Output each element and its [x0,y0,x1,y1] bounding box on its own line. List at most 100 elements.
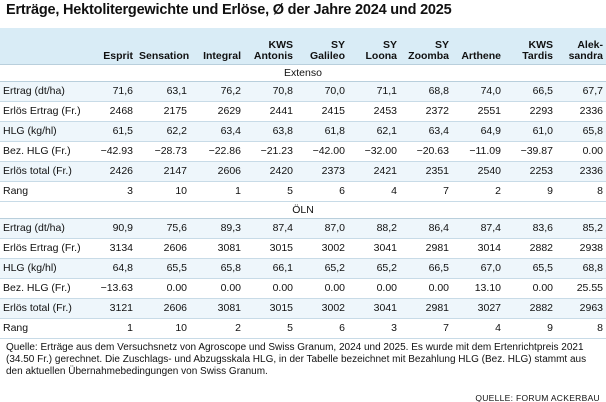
table-cell: −42.93 [86,141,136,162]
table-cell: 83,6 [504,218,556,239]
table-cell: 0.00 [556,141,606,162]
table-cell: 2147 [136,161,190,182]
column-header-line2: Arthene [461,49,501,62]
row-label: Bez. HLG (Fr.) [0,141,86,162]
header-corner [0,28,86,64]
table-cell: 2540 [452,161,504,182]
table-cell: 10 [136,181,190,202]
column-header: SY Loona [348,28,400,64]
table-cell: 90,9 [86,218,136,239]
table-cell: 2981 [400,298,452,319]
table-cell: 71,1 [348,81,400,102]
table-cell: 4 [348,181,400,202]
table-cell: 2606 [190,161,244,182]
table-cell: 70,8 [244,81,296,102]
table-cell: 63,4 [400,121,452,142]
section-title: ÖLN [0,200,606,219]
table-cell: 76,2 [190,81,244,102]
table-cell: 2336 [556,101,606,122]
table-cell: 3002 [296,238,348,259]
table-cell: 0.00 [244,278,296,299]
row-label: HLG (kg/hl) [0,121,86,142]
row-label: HLG (kg/hl) [0,258,86,279]
table-cell: 65,8 [190,258,244,279]
table-cell: 65,2 [348,258,400,279]
table-cell: 2981 [400,238,452,259]
row-label: Rang [0,181,86,202]
table-cell: 3015 [244,238,296,259]
column-header-line1 [455,40,501,51]
table-cell: 2421 [348,161,400,182]
column-header-line2: Esprit [103,49,133,62]
column-header-line1 [193,40,241,51]
table-cell: 2606 [136,238,190,259]
table-cell: −39.87 [504,141,556,162]
table-cell: 0.00 [136,278,190,299]
table-cell: 3027 [452,298,504,319]
table-cell: 3134 [86,238,136,259]
table-cell: 65,8 [556,121,606,142]
table-cell: −42.00 [296,141,348,162]
table-header: Esprit Sensation Integral KWS Antonis SY Gal… [0,28,606,64]
footnote: Quelle: Erträge aus dem Versuchsnetz von… [6,342,587,377]
table-cell: −22.86 [190,141,244,162]
table-cell: 3 [348,318,400,339]
table-cell: 2372 [400,101,452,122]
table-cell: 2551 [452,101,504,122]
column-header: SY Galileo [296,28,348,64]
table-row: Bez. HLG (Fr.) −13.63 0.00 0.00 0.00 0.00 0.00… [0,278,606,299]
section-row: Extenso [0,63,606,82]
table-cell: 2606 [136,298,190,319]
table-cell: 5 [244,181,296,202]
table-cell: 1 [86,318,136,339]
column-header: Esprit [86,28,136,64]
table-cell: 2468 [86,101,136,122]
row-label: Erlös Ertrag (Fr.) [0,238,86,259]
table-cell: 64,8 [86,258,136,279]
table-cell: 68,8 [556,258,606,279]
column-header: Integral [190,28,244,64]
column-header-line1: SY [382,38,397,51]
table-body: Extenso Ertrag (dt/ha) 71,6 63,1 76,2 70,8 70,… [0,63,606,339]
table-cell: −28.73 [136,141,190,162]
column-header: Alek-sandra [556,28,606,64]
table-cell: 87,4 [244,218,296,239]
column-header-line2: Zoomba [408,49,449,62]
table-cell: −13.63 [86,278,136,299]
table-cell: 0.00 [400,278,452,299]
table-cell: 89,3 [190,218,244,239]
row-label: Ertrag (dt/ha) [0,218,86,239]
column-header: SY Zoomba [400,28,452,64]
column-header: KWS Tardis [504,28,556,64]
table-cell: 2175 [136,101,190,122]
table-cell: 2963 [556,298,606,319]
table-cell: 61,5 [86,121,136,142]
table-cell: 3041 [348,238,400,259]
table-cell: 88,2 [348,218,400,239]
table-cell: 2415 [296,101,348,122]
table-cell: 74,0 [452,81,504,102]
table-cell: 2253 [504,161,556,182]
yield-table: Esprit Sensation Integral KWS Antonis SY Gal… [0,28,606,339]
table-cell: 66,5 [400,258,452,279]
table-row: HLG (kg/hl) 64,8 65,5 65,8 66,1 65,2 65,2 66,5 6… [0,258,606,279]
table-row: HLG (kg/hl) 61,5 62,2 63,4 63,8 61,8 62,1 63,4 6… [0,121,606,142]
table-cell: 63,1 [136,81,190,102]
table-cell: −32.00 [348,141,400,162]
table-cell: 2882 [504,238,556,259]
row-label: Bez. HLG (Fr.) [0,278,86,299]
table-cell: 66,5 [504,81,556,102]
table-cell: −21.23 [244,141,296,162]
table-cell: 0.00 [504,278,556,299]
table-cell: 7 [400,181,452,202]
table-row: Erlös total (Fr.) 2426 2147 2606 2420 2373 242… [0,161,606,182]
table-cell: 2453 [348,101,400,122]
column-header-line2: Tardis [522,49,553,62]
table-cell: 2426 [86,161,136,182]
table-cell: 87,0 [296,218,348,239]
table-cell: 6 [296,181,348,202]
table-cell: 64,9 [452,121,504,142]
table-cell: 85,2 [556,218,606,239]
table-cell: −11.09 [452,141,504,162]
table-row: Rang 1 10 2 5 6 3 7 4 9 8 [0,318,606,339]
